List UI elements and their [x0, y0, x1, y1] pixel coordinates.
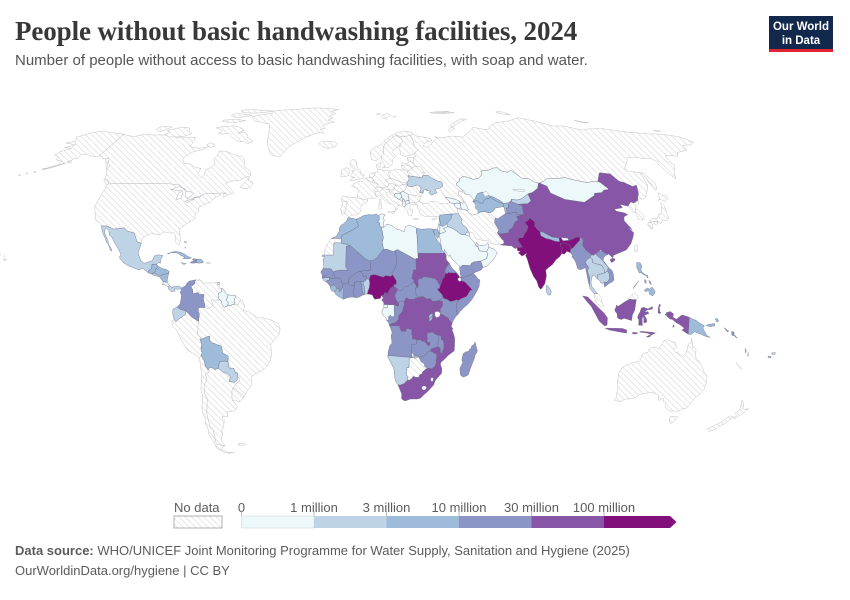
svg-text:1 million: 1 million [290, 500, 338, 515]
svg-text:30 million: 30 million [504, 500, 559, 515]
svg-text:No data: No data [174, 500, 220, 515]
svg-text:10 million: 10 million [432, 500, 487, 515]
svg-text:3 million: 3 million [363, 500, 411, 515]
svg-text:0: 0 [238, 500, 245, 515]
svg-text:100 million: 100 million [573, 500, 635, 515]
